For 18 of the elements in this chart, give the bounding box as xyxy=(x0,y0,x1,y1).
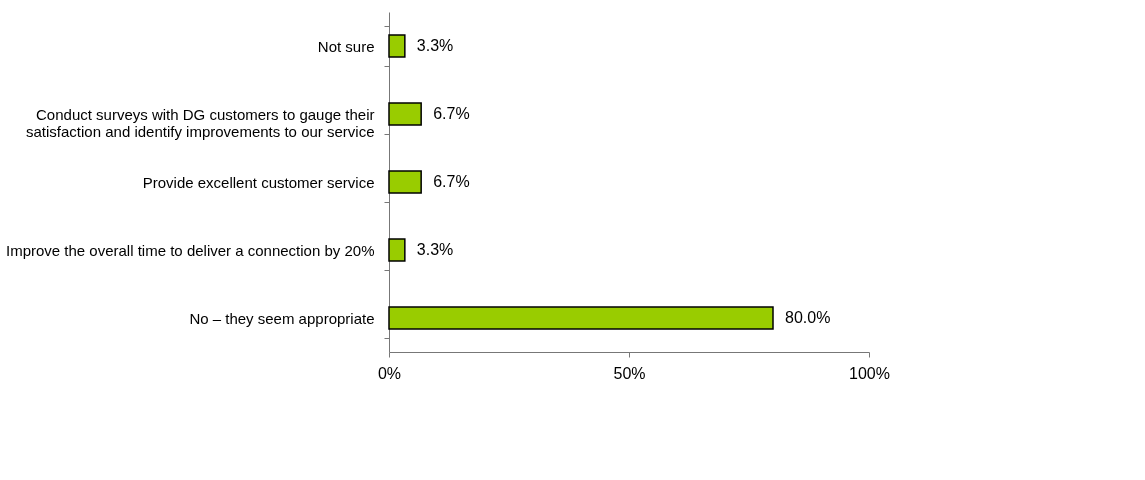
y-tick-label: Not sure xyxy=(317,37,375,55)
bar xyxy=(388,306,774,330)
x-tick-label: 50% xyxy=(613,364,646,382)
data-label: 6.7% xyxy=(433,105,470,122)
data-label: 80.0% xyxy=(785,309,831,326)
x-tick-label: 100% xyxy=(849,364,890,382)
bar xyxy=(388,102,422,126)
bar xyxy=(388,170,422,194)
bar xyxy=(388,238,406,262)
y-tick-label: Conduct surveys with DG customers to gauge their satisfaction and identify improvements to our service xyxy=(26,105,375,140)
y-tick-label: Improve the overall time to deliver a connection by 20% xyxy=(5,241,375,259)
data-label: 3.3% xyxy=(416,241,454,258)
bar xyxy=(388,34,406,58)
y-tick-label: Provide excellent customer service xyxy=(142,173,375,191)
x-tick-label: 0% xyxy=(377,364,402,382)
data-label: 3.3% xyxy=(416,37,454,54)
y-tick-label: No – they seem appropriate xyxy=(189,309,375,327)
data-label: 6.7% xyxy=(433,173,470,190)
